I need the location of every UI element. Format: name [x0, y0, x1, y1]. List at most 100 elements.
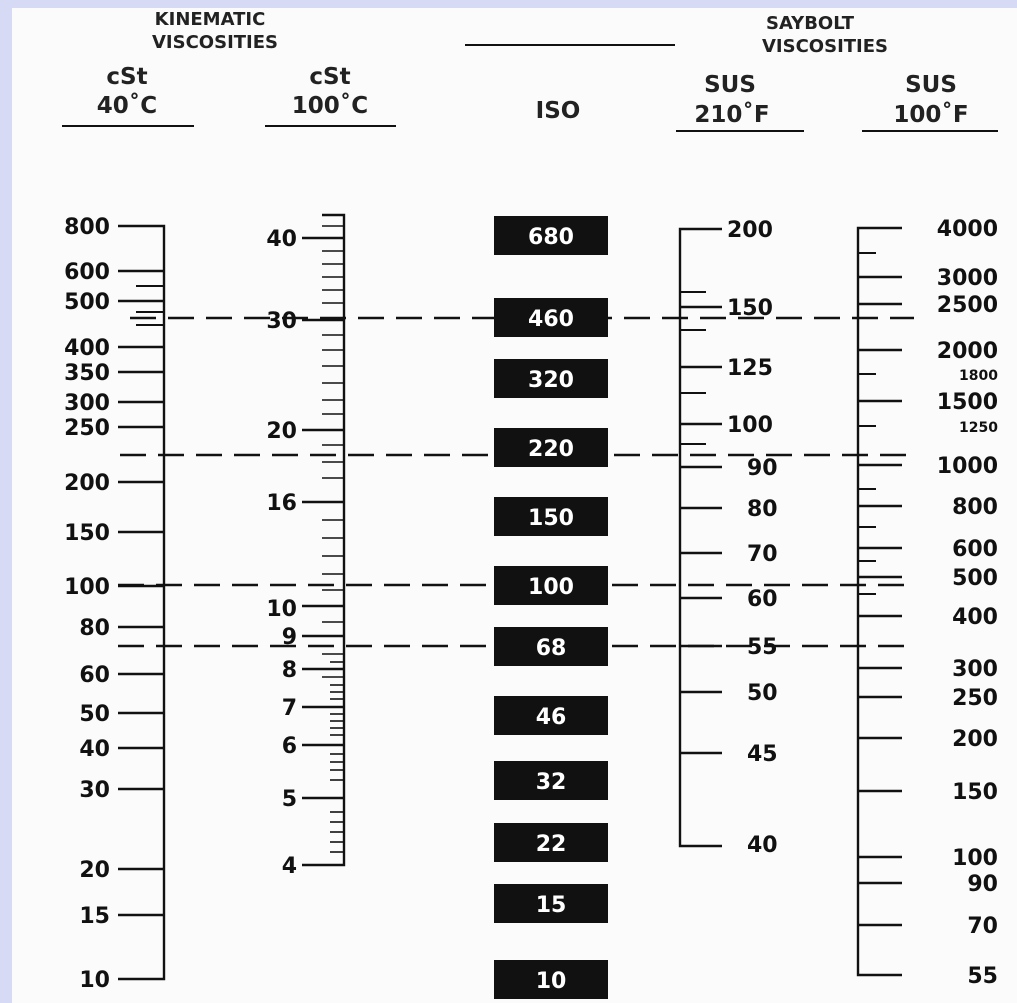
cst40-label: 30	[79, 778, 110, 803]
cst40-label: 100	[64, 575, 110, 600]
scale-sus100-axis	[856, 226, 902, 977]
iso-grade-label: 680	[528, 225, 574, 250]
iso-grade-label: 15	[536, 893, 567, 918]
cst100-label: 20	[266, 419, 297, 444]
iso-grade-label: 100	[528, 575, 574, 600]
saybolt-header-line2: VISCOSITIES	[762, 36, 888, 57]
sus100-label: 3000	[937, 266, 998, 291]
cst40-label: 40	[79, 737, 110, 762]
saybolt-header-line1: SAYBOLT	[766, 13, 855, 34]
column-header-iso: ISO	[536, 98, 581, 124]
sus100-label: 2000	[937, 339, 998, 364]
col-cst100-unit: cSt	[309, 64, 350, 90]
cst40-label: 800	[64, 215, 110, 240]
sus210-label: 50	[747, 681, 778, 706]
cst40-label: 20	[79, 858, 110, 883]
sus100-minor-label: 1800	[959, 368, 998, 384]
scale-cst40-axis	[118, 224, 166, 981]
col-cst40-unit: cSt	[106, 64, 147, 90]
sus100-label: 70	[967, 914, 998, 939]
cst100-label: 16	[266, 491, 297, 516]
column-header-sus210: SUS 210˚F	[676, 72, 804, 132]
iso-grade-label: 460	[528, 307, 574, 332]
cst40-label: 300	[64, 391, 110, 416]
iso-grade-label: 46	[536, 705, 567, 730]
cst100-label: 40	[266, 227, 297, 252]
sus100-label: 500	[952, 566, 998, 591]
iso-box	[494, 298, 608, 337]
iso-grade-label: 22	[536, 832, 567, 857]
iso-grade-label: 150	[528, 506, 574, 531]
sus100-label: 2500	[937, 293, 998, 318]
cst100-label: 30	[266, 309, 297, 334]
scale-sus100: 4000 3000 2500 2000 1500 1000 800 600 50…	[856, 217, 998, 989]
cst100-label: 9	[282, 625, 297, 650]
scale-cst40: 800 600 500 400 350 300 250 200 150 100 …	[64, 215, 166, 993]
cst40-label: 60	[79, 663, 110, 688]
sus100-label: 250	[952, 686, 998, 711]
cst40-label: 15	[79, 904, 110, 929]
iso-box	[494, 884, 608, 923]
col-cst100-temp: 100˚C	[292, 92, 368, 119]
cst40-label: 350	[64, 361, 110, 386]
kinematic-header-line1: KINEMATIC	[155, 9, 266, 30]
cst100-label: 10	[266, 597, 297, 622]
sus100-label: 600	[952, 537, 998, 562]
iso-box	[494, 359, 608, 398]
iso-box	[494, 428, 608, 467]
sus100-label: 90	[967, 872, 998, 897]
cst40-label: 150	[64, 521, 110, 546]
cst40-label: 80	[79, 616, 110, 641]
sus210-label: 80	[747, 497, 778, 522]
cst40-label: 600	[64, 260, 110, 285]
sus100-label: 400	[952, 605, 998, 630]
kinematic-header-line2: VISCOSITIES	[152, 32, 278, 53]
cst100-label: 7	[282, 696, 297, 721]
sus210-label: 70	[747, 542, 778, 567]
scale-sus210: 200 150 125 100 90 80 70 60 55 50 45 40	[678, 218, 778, 858]
viscosity-conversion-chart: KINEMATIC VISCOSITIES SAYBOLT VISCOSITIE…	[12, 8, 1017, 1003]
scale-cst100-axis	[302, 213, 346, 867]
col-cst40-temp: 40˚C	[97, 92, 157, 119]
iso-grade-label: 10	[536, 969, 567, 994]
iso-grade-label: 320	[528, 368, 574, 393]
sus100-label: 300	[952, 657, 998, 682]
sus210-label: 200	[727, 218, 773, 243]
sus100-label: 1000	[937, 454, 998, 479]
sus100-label: 200	[952, 727, 998, 752]
scale-iso: 680 460 320 220 150 100 68 46 32 22 15 1…	[494, 216, 608, 999]
iso-box	[494, 497, 608, 536]
cst40-label: 50	[79, 702, 110, 727]
col-sus100-temp: 100˚F	[893, 101, 968, 128]
cst40-label: 200	[64, 471, 110, 496]
iso-box	[494, 627, 608, 666]
cst100-label: 5	[282, 787, 297, 812]
sus100-minor-label: 1250	[959, 420, 998, 436]
col-sus100-unit: SUS	[905, 72, 957, 98]
iso-grade-label: 220	[528, 437, 574, 462]
iso-box	[494, 566, 608, 605]
scale-cst100: 40 30 20 16 10 9 8 7 6 5 4	[266, 213, 346, 879]
sus210-label: 100	[727, 413, 773, 438]
sus100-label: 800	[952, 495, 998, 520]
sus210-label: 55	[747, 635, 778, 660]
iso-box	[494, 216, 608, 255]
kinematic-header: KINEMATIC VISCOSITIES	[152, 9, 278, 53]
sus210-label: 125	[727, 356, 773, 381]
saybolt-header: SAYBOLT VISCOSITIES	[762, 13, 888, 57]
sus100-label: 150	[952, 780, 998, 805]
cst40-label: 10	[79, 968, 110, 993]
sus100-label: 1500	[937, 390, 998, 415]
iso-box	[494, 960, 608, 999]
cst100-label: 6	[282, 734, 297, 759]
iso-box	[494, 761, 608, 800]
sus100-label: 55	[967, 964, 998, 989]
cst40-label: 500	[64, 290, 110, 315]
sus210-label: 90	[747, 456, 778, 481]
col-sus210-unit: SUS	[704, 72, 756, 98]
sus100-label: 4000	[937, 217, 998, 242]
col-sus210-temp: 210˚F	[694, 101, 769, 128]
cst100-label: 8	[282, 658, 297, 683]
sus210-label: 45	[747, 742, 778, 767]
col-iso-label: ISO	[536, 98, 581, 124]
